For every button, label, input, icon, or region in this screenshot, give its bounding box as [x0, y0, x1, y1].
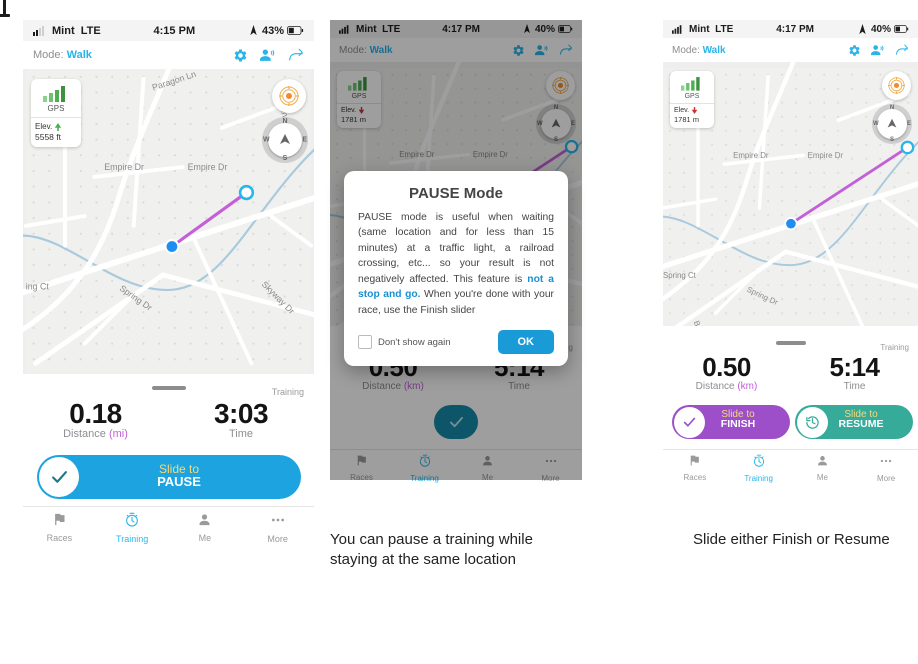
svg-text:Empire Dr: Empire Dr — [104, 162, 144, 172]
svg-text:Spring Ct: Spring Ct — [663, 271, 697, 280]
svg-text:Empire Dr: Empire Dr — [733, 151, 769, 160]
svg-text:Empire Dr: Empire Dr — [188, 162, 228, 172]
svg-text:Empire Dr: Empire Dr — [808, 151, 844, 160]
svg-text:ing Ct: ing Ct — [26, 282, 50, 292]
